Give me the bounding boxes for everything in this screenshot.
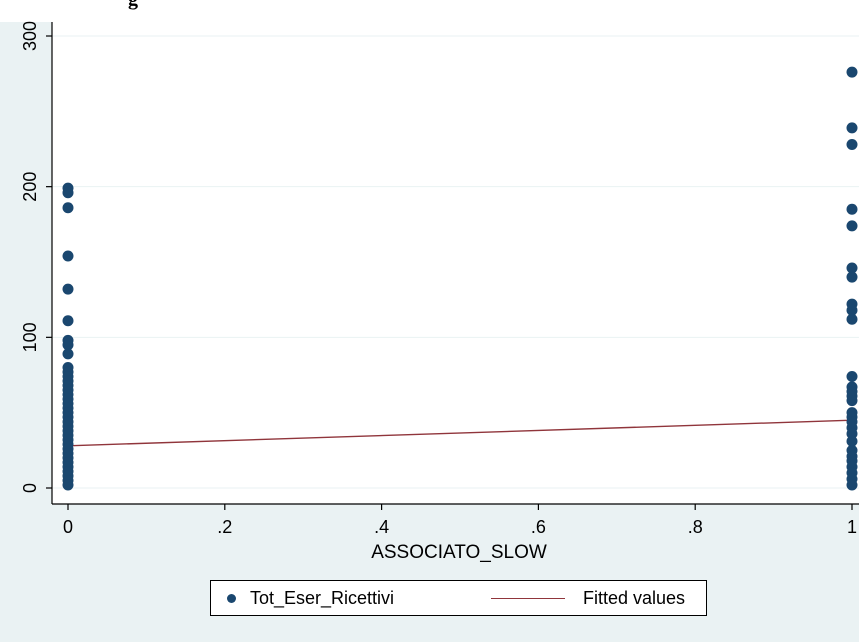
data-point <box>846 304 858 316</box>
data-point <box>62 187 74 199</box>
chart-svg: 0 100 200 300 0 .2 .4 .6 .8 1 ASSOCIATO_SLOW <box>20 21 859 563</box>
x-tick-label: .8 <box>688 517 703 537</box>
data-point <box>62 348 74 360</box>
y-tick-label: 0 <box>20 483 40 493</box>
cropped-header-text: g <box>128 0 138 11</box>
fitted-line-group <box>67 419 853 447</box>
data-point <box>846 262 858 274</box>
x-ticks: 0 .2 .4 .6 .8 1 <box>63 504 857 537</box>
data-point <box>846 66 858 78</box>
data-point <box>62 250 74 262</box>
data-point <box>846 313 858 325</box>
data-point <box>62 202 74 214</box>
data-point <box>62 283 74 295</box>
axes <box>51 22 859 505</box>
data-point <box>846 203 858 215</box>
data-point <box>62 315 74 327</box>
y-ticks: 0 100 200 300 <box>20 21 52 493</box>
fitted-values-line <box>67 419 853 447</box>
data-point <box>846 122 858 134</box>
legend-marker-line <box>491 597 565 599</box>
y-tick-label: 100 <box>20 322 40 352</box>
plot-area <box>52 22 859 504</box>
cropped-header-strip: g <box>0 0 859 22</box>
data-point <box>846 220 858 232</box>
data-point <box>846 428 858 440</box>
x-tick-label: .6 <box>531 517 546 537</box>
x-tick-label: 0 <box>63 517 73 537</box>
legend-label-scatter: Tot_Eser_Ricettivi <box>250 587 395 608</box>
data-point <box>846 271 858 283</box>
data-point <box>846 479 858 491</box>
x-axis-title: ASSOCIATO_SLOW <box>371 542 547 563</box>
legend-marker-dot <box>227 593 236 603</box>
y-tick-label: 300 <box>20 21 40 51</box>
gridlines <box>52 35 859 489</box>
x-tick-label: .2 <box>217 517 232 537</box>
x-tick-label: 1 <box>847 517 857 537</box>
data-point <box>846 435 858 447</box>
y-tick-label: 200 <box>20 172 40 202</box>
scatter-points <box>62 66 858 491</box>
legend-item-scatter: Tot_Eser_Ricettivi <box>227 581 394 615</box>
legend: Tot_Eser_Ricettivi Fitted values <box>210 580 707 616</box>
legend-item-fitted: Fitted values <box>491 581 685 615</box>
data-point <box>846 395 858 407</box>
data-point <box>62 479 74 491</box>
legend-label-fitted: Fitted values <box>583 587 686 608</box>
data-point <box>846 138 858 150</box>
x-tick-label: .4 <box>374 517 389 537</box>
data-point <box>62 339 74 351</box>
data-point <box>846 371 858 383</box>
